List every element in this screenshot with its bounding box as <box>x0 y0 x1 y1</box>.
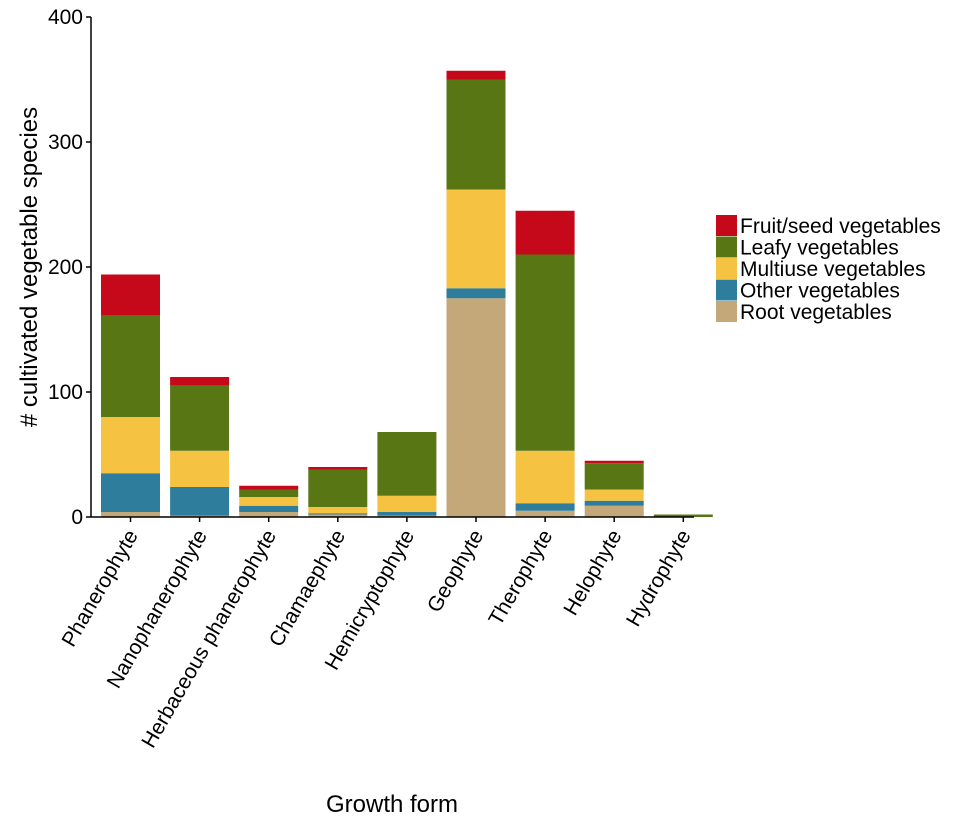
bar-segment-fruit-seed-vegetables-chamaephyte <box>308 467 368 470</box>
bar-segment-multiuse-vegetables-therophyte <box>515 450 575 504</box>
bar-segment-other-vegetables-chamaephyte <box>308 513 368 515</box>
legend-swatch-multiuse-vegetables <box>716 258 737 279</box>
x-axis-title: Growth form <box>326 791 458 817</box>
legend-label-fruit-seed-vegetables: Fruit/seed vegetables <box>740 215 941 238</box>
bar-segment-multiuse-vegetables-chamaephyte <box>308 507 368 514</box>
bar-segment-leafy-vegetables-hydrophyte <box>653 514 713 517</box>
legend-swatch-fruit-seed-vegetables <box>716 215 737 236</box>
y-axis-ticks: 0 100 200 300 400 <box>48 6 91 529</box>
bar-segment-fruit-seed-vegetables-therophyte <box>515 210 575 255</box>
bar-segment-root-vegetables-herbaceous-phanerophyte <box>239 512 299 517</box>
bar-segment-leafy-vegetables-phanerophyte <box>101 315 160 417</box>
legend-swatch-leafy-vegetables <box>716 236 737 258</box>
y-tick-label: 200 <box>48 256 83 279</box>
bar-segment-root-vegetables-helophyte <box>584 505 644 517</box>
bar-segment-fruit-seed-vegetables-phanerophyte <box>101 274 160 316</box>
legend-label-leafy-vegetables: Leafy vegetables <box>740 237 899 260</box>
bar-segment-leafy-vegetables-hemicryptophyte <box>377 432 437 496</box>
bar-segment-leafy-vegetables-nanophanerophyte <box>170 385 230 451</box>
legend-label-other-vegetables: Other vegetables <box>740 280 900 303</box>
bar-segment-multiuse-vegetables-phanerophyte <box>101 417 160 474</box>
bar-segment-other-vegetables-therophyte <box>515 503 575 511</box>
legend-swatch-root-vegetables <box>716 301 737 322</box>
bar-segment-fruit-seed-vegetables-helophyte <box>584 460 644 464</box>
bar-segment-root-vegetables-chamaephyte <box>308 514 368 517</box>
legend-swatch-other-vegetables <box>716 279 737 301</box>
bar-segment-fruit-seed-vegetables-herbaceous-phanerophyte <box>239 485 299 490</box>
bar-segment-leafy-vegetables-therophyte <box>515 254 575 451</box>
bar-segment-leafy-vegetables-geophyte <box>446 79 506 190</box>
y-tick-label: 400 <box>48 6 83 29</box>
x-tick-label-herbaceous-phanerophyte: Herbaceous phanerophyte <box>137 526 281 752</box>
bar-segment-leafy-vegetables-helophyte <box>584 463 644 490</box>
x-tick-label-helophyte: Helophyte <box>559 526 626 619</box>
bar-segment-fruit-seed-vegetables-geophyte <box>446 70 506 80</box>
bar-segment-other-vegetables-phanerophyte <box>101 473 160 512</box>
legend-label-root-vegetables: Root vegetables <box>740 301 892 324</box>
bar-segment-leafy-vegetables-chamaephyte <box>308 469 368 507</box>
x-tick-label-geophyte: Geophyte <box>423 526 488 616</box>
legend-label-multiuse-vegetables: Multiuse vegetables <box>740 258 926 281</box>
x-tick-label-hydrophyte: Hydrophyte <box>622 526 696 631</box>
bar-segment-leafy-vegetables-herbaceous-phanerophyte <box>239 489 299 497</box>
y-tick-label: 0 <box>71 506 83 529</box>
y-axis-title: # cultivated vegetable species <box>16 107 43 427</box>
bar-segment-multiuse-vegetables-herbaceous-phanerophyte <box>239 497 299 506</box>
y-tick-label: 300 <box>48 131 83 154</box>
bar-segment-fruit-seed-vegetables-nanophanerophyte <box>170 377 230 386</box>
bar-segment-other-vegetables-hemicryptophyte <box>377 512 437 516</box>
bar-segment-other-vegetables-helophyte <box>584 500 644 506</box>
bar-segment-root-vegetables-phanerophyte <box>101 512 160 517</box>
bar-segment-other-vegetables-nanophanerophyte <box>170 487 230 516</box>
bar-segment-multiuse-vegetables-hemicryptophyte <box>377 495 437 512</box>
bars-group <box>101 70 713 517</box>
bar-segment-root-vegetables-geophyte <box>446 298 506 517</box>
bar-segment-other-vegetables-geophyte <box>446 288 506 299</box>
bar-segment-multiuse-vegetables-geophyte <box>446 189 506 289</box>
bar-segment-root-vegetables-therophyte <box>515 510 575 517</box>
x-tick-label-therophyte: Therophyte <box>484 526 557 630</box>
bar-segment-other-vegetables-herbaceous-phanerophyte <box>239 505 299 512</box>
bar-segment-multiuse-vegetables-nanophanerophyte <box>170 450 230 487</box>
bar-segment-multiuse-vegetables-helophyte <box>584 489 644 501</box>
y-tick-label: 100 <box>48 381 83 404</box>
